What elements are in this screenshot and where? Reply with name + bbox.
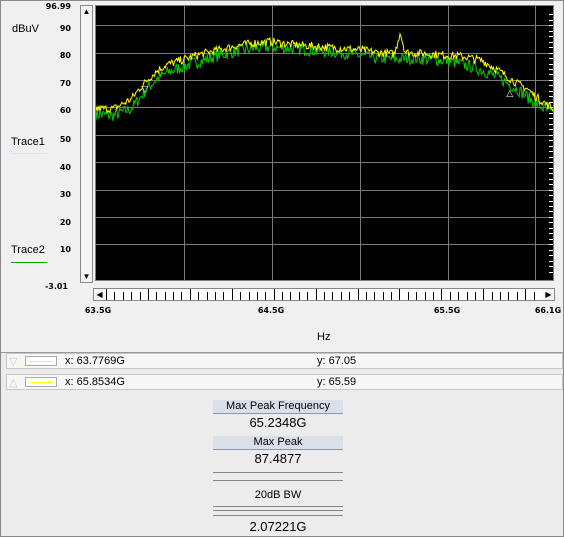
horizontal-scale-ticks xyxy=(106,289,535,300)
cursor-marker-2: △ xyxy=(506,89,513,99)
cursor-1-x: x: 63.7769G xyxy=(65,355,125,367)
divider xyxy=(213,510,343,511)
legend-trace2-label: Trace2 xyxy=(11,244,45,256)
chart-pane: dBuV Trace1 Trace2 96.99 90 80 70 60 50 … xyxy=(1,1,563,353)
y-tick-label: 20 xyxy=(59,218,71,227)
cursor-marker-1: ▽ xyxy=(141,85,148,95)
scroll-down-arrow-icon[interactable]: ▼ xyxy=(81,271,92,282)
legend-trace1-line xyxy=(11,153,47,154)
scroll-left-arrow-icon[interactable]: ◀ xyxy=(94,289,105,300)
cursor-2-color-swatch[interactable] xyxy=(25,377,57,387)
trace-1-line xyxy=(95,31,554,114)
x-tick-label: 64.5G xyxy=(257,306,285,315)
cursor-1-color-swatch[interactable] xyxy=(25,356,57,366)
y-tick-label: 70 xyxy=(59,79,71,88)
y-tick-label: 40 xyxy=(59,163,71,172)
max-peak-frequency-value: 65.2348G xyxy=(249,415,307,430)
legend-trace2-line xyxy=(11,262,47,263)
bw-20db-label: 20dB BW xyxy=(254,489,302,501)
divider xyxy=(213,480,343,481)
max-peak-value: 87.4877 xyxy=(254,451,302,466)
scroll-up-arrow-icon[interactable]: ▲ xyxy=(81,6,92,17)
x-tick-label: 66.1G xyxy=(534,306,562,315)
y-tick-label: 80 xyxy=(59,51,71,60)
max-peak-label: Max Peak xyxy=(213,436,343,450)
cursor-1-row[interactable]: ▽ x: 63.7769G y: 67.05 xyxy=(6,353,563,369)
x-axis-label: Hz xyxy=(317,331,331,343)
y-tick-label: -3.01 xyxy=(44,282,68,291)
bw-20db-value: 2.07221G xyxy=(249,519,307,534)
vertical-scrollbar[interactable]: ▲ ▼ xyxy=(80,5,93,283)
y-tick-label: 10 xyxy=(59,245,71,254)
divider xyxy=(213,506,343,507)
divider xyxy=(213,472,343,473)
y-unit-label: dBuV xyxy=(12,23,39,35)
horizontal-scrollbar[interactable]: ◀ ▶ xyxy=(93,288,555,301)
x-tick-label: 63.5G xyxy=(84,306,112,315)
y-tick-label: 50 xyxy=(59,135,71,144)
cursor-2-row[interactable]: △ x: 65.8534G y: 65.59 xyxy=(6,374,563,390)
cursor-2-y: y: 65.59 xyxy=(317,376,357,388)
plot-svg: ▽ △ xyxy=(95,6,554,280)
y-tick-label: 60 xyxy=(59,106,71,115)
divider xyxy=(213,515,343,516)
legend-trace1-label: Trace1 xyxy=(11,136,45,148)
y-tick-label: 96.99 xyxy=(45,2,71,11)
x-tick-label: 65.5G xyxy=(433,306,461,315)
plot-area[interactable]: ▽ △ xyxy=(95,5,554,281)
cursor-1-y: y: 67.05 xyxy=(317,355,357,367)
cursor-up-triangle-icon: △ xyxy=(9,377,18,389)
cursor-down-triangle-icon: ▽ xyxy=(9,356,18,368)
max-peak-frequency-label: Max Peak Frequency xyxy=(213,400,343,414)
trace-2-line xyxy=(95,39,554,122)
y-tick-label: 30 xyxy=(59,190,71,199)
cursor-2-x: x: 65.8534G xyxy=(65,376,125,388)
scroll-right-arrow-icon[interactable]: ▶ xyxy=(543,289,554,300)
y-tick-label: 90 xyxy=(59,24,71,33)
